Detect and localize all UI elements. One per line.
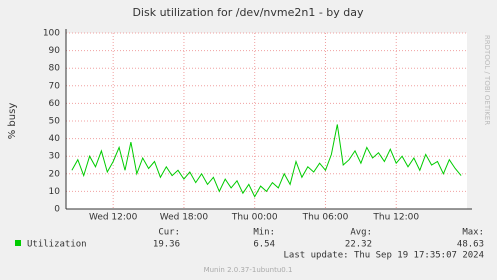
legend-swatch [15, 240, 21, 246]
side-text: RRDTOOL / TOBI OETIKER [483, 35, 491, 125]
y-tick-label: 100 [43, 29, 60, 39]
x-tick-label: Thu 06:00 [302, 213, 349, 223]
stat-value: 22.32 [345, 240, 372, 250]
y-tick-label: 30 [49, 152, 61, 162]
x-tick-label: Thu 12:00 [372, 213, 419, 223]
stat-value: 6.54 [253, 240, 275, 250]
y-tick-label: 60 [49, 99, 61, 109]
x-tick-label: Wed 18:00 [160, 213, 209, 223]
data-line [71, 124, 462, 198]
x-tick-label: Thu 00:00 [231, 213, 278, 223]
y-tick-label: 0 [54, 205, 60, 215]
chart-title: Disk utilization for /dev/nvme2n1 - by d… [132, 6, 364, 19]
y-tick-label: 80 [49, 64, 61, 74]
stat-label: Avg: [350, 228, 372, 238]
stat-label: Min: [253, 228, 275, 238]
y-tick-label: 10 [49, 187, 61, 197]
last-update: Last update: Thu Sep 19 17:35:07 2024 [284, 251, 484, 261]
y-tick-label: 50 [49, 117, 61, 127]
y-tick-label: 90 [49, 46, 61, 56]
x-tick-label: Wed 12:00 [89, 213, 138, 223]
y-tick-label: 40 [49, 134, 61, 144]
stat-label: Cur: [158, 228, 180, 238]
stat-value: 48.63 [457, 240, 484, 250]
y-tick-label: 20 [49, 169, 61, 179]
y-axis-label: % busy [7, 103, 18, 140]
y-tick-label: 70 [49, 81, 61, 91]
stat-label: Max: [462, 228, 484, 238]
stat-value: 19.36 [153, 240, 180, 250]
footer: Munin 2.0.37-1ubuntu0.1 [204, 266, 293, 274]
legend-label: Utilization [27, 240, 87, 250]
